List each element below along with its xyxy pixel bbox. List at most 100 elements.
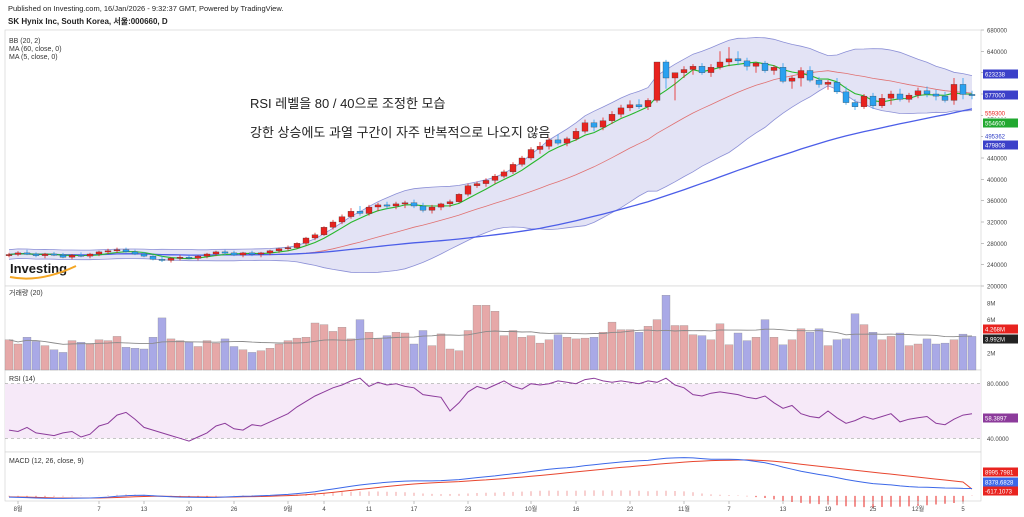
volume-bar[interactable] <box>166 338 176 371</box>
candle-body[interactable] <box>212 251 220 255</box>
volume-bar[interactable] <box>148 337 158 371</box>
volume-bar[interactable] <box>256 350 266 371</box>
candle-body[interactable] <box>545 139 553 147</box>
candle-body[interactable] <box>248 252 256 255</box>
badge-rsi[interactable]: 58.3897 <box>983 413 1018 423</box>
volume-bar[interactable] <box>454 350 464 371</box>
candle-body[interactable] <box>203 253 211 257</box>
volume-bar[interactable] <box>22 337 32 371</box>
badge-ma60-a[interactable]: 495362 <box>983 131 1018 141</box>
candle-body[interactable] <box>833 82 841 93</box>
candle-body[interactable] <box>599 120 607 128</box>
candle-body[interactable] <box>356 211 364 214</box>
candle-body[interactable] <box>338 216 346 223</box>
candle-body[interactable] <box>113 249 121 252</box>
volume-bar[interactable] <box>877 339 887 371</box>
volume-bar[interactable] <box>850 313 860 371</box>
volume-bar[interactable] <box>58 352 68 371</box>
volume-bar[interactable] <box>940 342 950 371</box>
volume-bar[interactable] <box>571 338 581 371</box>
legend-ma60[interactable]: MA (60, close, 0) <box>9 46 62 53</box>
volume-bar[interactable] <box>742 340 752 371</box>
candle-body[interactable] <box>437 203 445 208</box>
volume-bar[interactable] <box>544 339 554 371</box>
volume-bar[interactable] <box>913 343 923 371</box>
candle-body[interactable] <box>365 206 373 214</box>
volume-bar[interactable] <box>85 343 95 371</box>
volume-bar[interactable] <box>274 343 284 371</box>
volume-bar[interactable] <box>508 330 518 371</box>
volume-bar[interactable] <box>796 328 806 371</box>
candle-body[interactable] <box>581 122 589 132</box>
candle-body[interactable] <box>230 252 238 256</box>
candle-body[interactable] <box>770 67 778 71</box>
candle-body[interactable] <box>968 94 976 96</box>
candle-body[interactable] <box>383 204 391 207</box>
candle-body[interactable] <box>293 243 301 248</box>
candle-body[interactable] <box>617 107 625 115</box>
candle-body[interactable] <box>410 202 418 207</box>
volume-bar[interactable] <box>562 337 572 371</box>
candle-body[interactable] <box>14 252 22 255</box>
volume-title[interactable]: 거래량 (20) <box>9 288 43 297</box>
volume-bar[interactable] <box>13 343 23 371</box>
candle-body[interactable] <box>158 259 166 261</box>
badge-ma60-b[interactable]: 479808 <box>983 140 1018 150</box>
candle-body[interactable] <box>644 100 652 107</box>
candle-body[interactable] <box>239 252 247 256</box>
candle-body[interactable] <box>851 102 859 107</box>
volume-bar[interactable] <box>193 346 203 371</box>
candle-body[interactable] <box>959 84 967 95</box>
candle-body[interactable] <box>149 255 157 260</box>
candle-body[interactable] <box>482 180 490 184</box>
volume-bar[interactable] <box>679 325 689 371</box>
candle-body[interactable] <box>266 250 274 254</box>
candle-body[interactable] <box>554 139 562 144</box>
volume-bar[interactable] <box>706 339 716 371</box>
candle-body[interactable] <box>194 255 202 259</box>
candle-body[interactable] <box>563 138 571 144</box>
volume-bar[interactable] <box>247 352 257 371</box>
rsi-title[interactable]: RSI (14) <box>9 376 35 383</box>
macd-title[interactable]: MACD (12, 26, close, 9) <box>9 458 84 465</box>
candle-body[interactable] <box>779 67 787 82</box>
volume-bar[interactable] <box>535 342 545 371</box>
volume-bar[interactable] <box>76 342 86 371</box>
volume-bar[interactable] <box>319 324 329 371</box>
volume-bar[interactable] <box>49 349 59 371</box>
badge-last-price[interactable]: 559300 <box>983 108 1018 118</box>
volume-bar[interactable] <box>805 332 815 371</box>
volume-bar[interactable] <box>310 322 320 371</box>
candle-body[interactable] <box>77 254 85 257</box>
volume-bar[interactable] <box>823 345 833 371</box>
badge-bb-mid[interactable]: 577000 <box>983 90 1018 100</box>
candle-body[interactable] <box>320 227 328 235</box>
volume-bar[interactable] <box>373 338 383 371</box>
volume-bar[interactable] <box>265 348 275 371</box>
volume-bar[interactable] <box>283 340 293 371</box>
volume-bar[interactable] <box>175 340 185 371</box>
volume-bar[interactable] <box>787 339 797 371</box>
badge-bb-upper[interactable]: 623238 <box>983 69 1018 79</box>
volume-bar[interactable] <box>418 330 428 371</box>
volume-bar[interactable] <box>103 340 113 371</box>
volume-bar[interactable] <box>139 348 149 371</box>
candle-body[interactable] <box>41 253 49 256</box>
candle-body[interactable] <box>32 253 40 256</box>
volume-bar[interactable] <box>238 349 248 371</box>
volume-bar[interactable] <box>769 337 779 371</box>
volume-bar[interactable] <box>724 344 734 371</box>
candle-body[interactable] <box>428 206 436 211</box>
volume-bar[interactable] <box>382 335 392 371</box>
volume-bar[interactable] <box>967 336 977 371</box>
candle-body[interactable] <box>104 250 112 253</box>
candle-body[interactable] <box>815 79 823 85</box>
volume-bar[interactable] <box>652 319 662 371</box>
candle-body[interactable] <box>635 104 643 107</box>
candle-body[interactable] <box>446 201 454 204</box>
candle-body[interactable] <box>311 234 319 239</box>
volume-bar[interactable] <box>733 332 743 371</box>
badge-macd[interactable]: 8995.7981 <box>983 467 1018 477</box>
volume-bar[interactable] <box>202 340 212 371</box>
volume-bar[interactable] <box>220 338 230 371</box>
